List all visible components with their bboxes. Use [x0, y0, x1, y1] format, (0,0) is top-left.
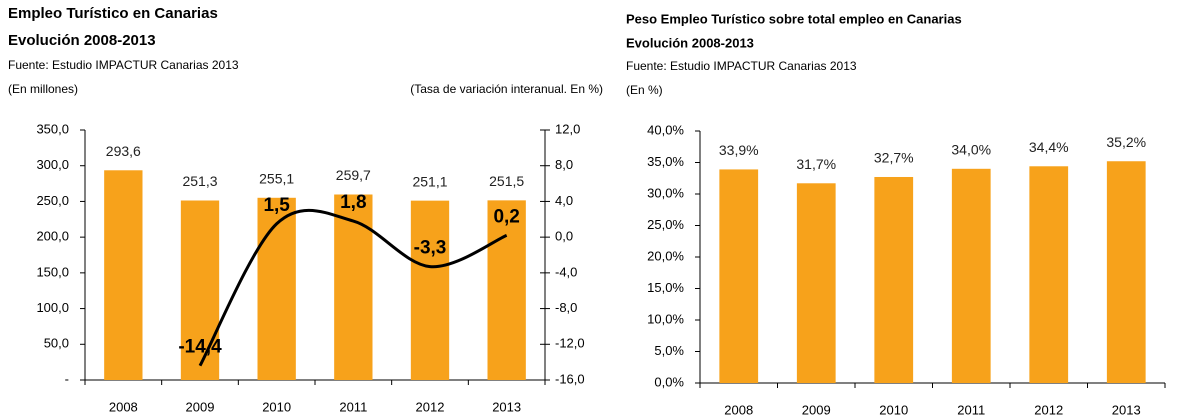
value-label: 35,2%	[1106, 134, 1146, 150]
bar	[1029, 166, 1069, 383]
y2-axis-label: (Tasa de variación interanual. En %)	[410, 82, 603, 96]
x-tick-label: 2011	[339, 399, 367, 414]
line	[198, 208, 508, 367]
y-tick-label: 0,0%	[654, 374, 684, 389]
bar	[257, 197, 296, 380]
line-label: -3,3	[414, 238, 447, 259]
y2-tick-label: 4,0	[555, 193, 573, 208]
value-label: 259,7	[336, 167, 371, 183]
chart-title: Empleo Turístico en Canarias	[8, 5, 218, 22]
line-label: 1,8	[340, 192, 366, 213]
y-axis-label: (En millones)	[8, 82, 78, 96]
chart-subtitle: Evolución 2008-2013	[8, 32, 156, 49]
bar	[719, 169, 759, 383]
bar	[410, 200, 450, 380]
y-tick-label: 50,0	[44, 336, 69, 351]
value-label: 32,7%	[874, 150, 914, 166]
y-tick-label: 150,0	[36, 264, 69, 279]
value-label: 33,9%	[719, 142, 759, 158]
x-tick-label: 2008	[724, 402, 753, 417]
bar	[1106, 161, 1146, 383]
y2-tick-label: 0,0	[555, 229, 573, 244]
x-tick-label: 2010	[262, 399, 291, 414]
value-label: 251,3	[182, 173, 217, 189]
value-label: 255,1	[259, 170, 294, 186]
y2-tick-label: -8,0	[555, 300, 577, 315]
y-tick-label: 40,0%	[647, 122, 684, 137]
source: Fuente: Estudio IMPACTUR Canarias 2013	[8, 58, 239, 72]
y-tick-label: 20,0%	[647, 248, 684, 263]
source: Fuente: Estudio IMPACTUR Canarias 2013	[626, 59, 857, 73]
y-tick-label: 5,0%	[654, 343, 684, 358]
x-tick-label: 2008	[109, 399, 138, 414]
y-axis-label: (En %)	[626, 83, 663, 97]
value-label: 293,6	[106, 143, 141, 159]
chart-subtitle: Evolución 2008-2013	[626, 35, 754, 50]
y2-tick-label: -12,0	[555, 336, 585, 351]
y-tick-label: 30,0%	[647, 185, 684, 200]
x-tick-label: 2013	[492, 399, 521, 414]
y-tick-label: 250,0	[36, 193, 69, 208]
bar	[874, 176, 914, 383]
y2-tick-label: -16,0	[555, 371, 585, 386]
y2-tick-label: 12,0	[555, 121, 580, 136]
y2-tick-label: 8,0	[555, 157, 573, 172]
y2-tick-label: -4,0	[555, 264, 577, 279]
value-label: 34,0%	[951, 142, 991, 158]
y-tick-label: 10,0%	[647, 311, 684, 326]
chart-title: Peso Empleo Turístico sobre total empleo…	[626, 11, 962, 26]
x-tick-label: 2013	[1112, 402, 1141, 417]
x-tick-label: 2012	[416, 399, 445, 414]
y-tick-label: 300,0	[36, 157, 69, 172]
line-label: -14,4	[178, 337, 222, 358]
value-label: 34,4%	[1029, 139, 1069, 155]
bar	[796, 183, 836, 383]
line-label: 0,2	[493, 206, 519, 227]
x-tick-label: 2010	[879, 402, 908, 417]
line-label: 1,5	[263, 195, 290, 216]
x-tick-label: 2011	[957, 402, 985, 417]
x-tick-label: 2009	[802, 402, 831, 417]
bar	[487, 200, 526, 380]
bar	[104, 170, 143, 380]
bar	[951, 168, 991, 383]
x-tick-label: 2009	[186, 399, 215, 414]
value-label: 251,5	[489, 173, 524, 189]
y-tick-label: 15,0%	[647, 280, 684, 295]
y-tick-label: 200,0	[36, 229, 69, 244]
y-tick-label: 35,0%	[647, 154, 684, 169]
y-tick-label: 100,0	[36, 300, 69, 315]
bar	[180, 200, 220, 380]
value-label: 251,1	[412, 173, 447, 189]
y-tick-label: 25,0%	[647, 217, 684, 232]
y-tick-label: -	[65, 371, 69, 386]
value-label: 31,7%	[796, 156, 836, 172]
x-tick-label: 2012	[1034, 402, 1063, 417]
y-tick-label: 350,0	[36, 121, 69, 136]
